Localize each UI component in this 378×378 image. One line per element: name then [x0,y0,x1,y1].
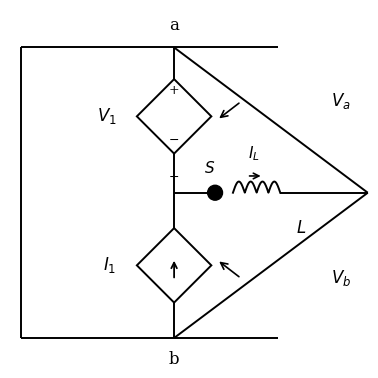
Text: $V_a$: $V_a$ [330,91,350,112]
Text: $I_1$: $I_1$ [103,256,116,275]
Text: $I_L$: $I_L$ [248,144,260,163]
Text: $S$: $S$ [204,160,215,176]
Text: a: a [169,17,179,34]
Text: +: + [169,84,180,97]
Text: b: b [169,351,180,368]
Text: $L$: $L$ [296,220,306,237]
Text: $V_b$: $V_b$ [330,268,351,288]
Text: −: − [169,134,179,147]
Circle shape [208,185,223,200]
Text: $V_1$: $V_1$ [97,106,116,126]
Text: −: − [169,171,179,184]
